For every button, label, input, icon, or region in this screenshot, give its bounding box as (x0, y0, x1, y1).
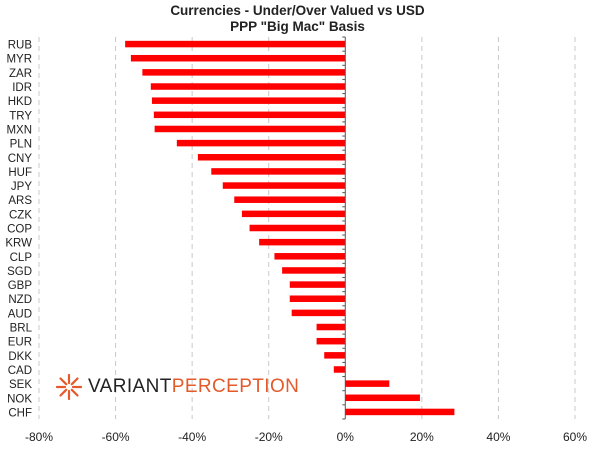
bar-nok (345, 394, 420, 402)
watermark-text-variant: VARIANT (88, 376, 172, 397)
category-label-pln: PLN (10, 139, 32, 151)
starburst-icon (55, 373, 83, 401)
bar-pln (176, 139, 346, 147)
bar-brl (316, 323, 346, 331)
bar-cad (333, 366, 346, 373)
category-label-nok: NOK (7, 393, 32, 405)
chart-subtitle: PPP "Big Mac" Basis (230, 19, 365, 34)
category-label-hkd: HKD (8, 96, 32, 108)
category-label-eur: EUR (8, 337, 32, 349)
bar-mxn (154, 125, 346, 133)
bar-gbp (289, 281, 346, 288)
x-tick-label: -40% (178, 430, 206, 444)
category-label-cny: CNY (8, 153, 33, 165)
category-label-czk: CZK (9, 209, 32, 221)
category-label-jpy: JPY (11, 181, 32, 193)
bar-cop (249, 224, 346, 232)
x-tick-label: -20% (255, 430, 283, 444)
bar-zar (142, 69, 346, 76)
category-label-krw: KRW (5, 238, 32, 250)
bar-hkd (151, 97, 346, 104)
category-label-cop: COP (7, 224, 32, 236)
category-label-sek: SEK (9, 379, 32, 391)
x-tick-label: 0% (337, 430, 355, 444)
bar-czk (241, 210, 346, 218)
category-label-sgd: SGD (7, 266, 32, 278)
category-label-dkk: DKK (8, 351, 32, 363)
category-label-myr: MYR (6, 54, 32, 66)
x-tick-label: 40% (486, 430, 510, 444)
bar-eur (316, 337, 346, 345)
bar-chf (345, 408, 455, 416)
category-label-huf: HUF (8, 167, 32, 179)
bar-sgd (282, 267, 346, 274)
bar-nzd (289, 295, 346, 302)
category-label-clp: CLP (10, 252, 33, 264)
x-tick-label: 20% (410, 430, 434, 444)
category-label-gbp: GBP (8, 280, 33, 292)
category-label-idr: IDR (12, 82, 32, 94)
category-label-nzd: NZD (8, 294, 32, 306)
bar-myr (130, 54, 346, 62)
bar-ars (234, 196, 346, 203)
x-tick-label: -60% (102, 430, 130, 444)
category-label-mxn: MXN (6, 124, 32, 136)
x-tick-label: 60% (563, 430, 587, 444)
bar-sek (345, 380, 390, 387)
category-label-chf: CHF (8, 407, 32, 419)
category-label-try: TRY (9, 110, 32, 122)
bar-clp (274, 253, 346, 260)
category-label-ars: ARS (8, 195, 32, 207)
watermark-logo: VARIANT PERCEPTION (54, 372, 299, 402)
bar-cny (197, 154, 346, 161)
bar-krw (259, 238, 346, 246)
category-label-cad: CAD (8, 365, 32, 377)
x-tick-label: -80% (25, 430, 53, 444)
bar-dkk (324, 352, 346, 359)
category-label-zar: ZAR (9, 68, 32, 80)
bar-rub (125, 40, 346, 48)
watermark-text-perception: PERCEPTION (171, 376, 300, 397)
bar-jpy (222, 182, 346, 189)
bar-huf (211, 168, 346, 175)
bar-try (153, 111, 346, 119)
category-label-aud: AUD (8, 308, 32, 320)
category-label-rub: RUB (8, 40, 33, 52)
category-label-brl: BRL (10, 323, 33, 335)
bar-idr (150, 83, 346, 90)
chart-title: Currencies - Under/Over Valued vs USD (170, 3, 425, 18)
bar-aud (291, 309, 346, 317)
